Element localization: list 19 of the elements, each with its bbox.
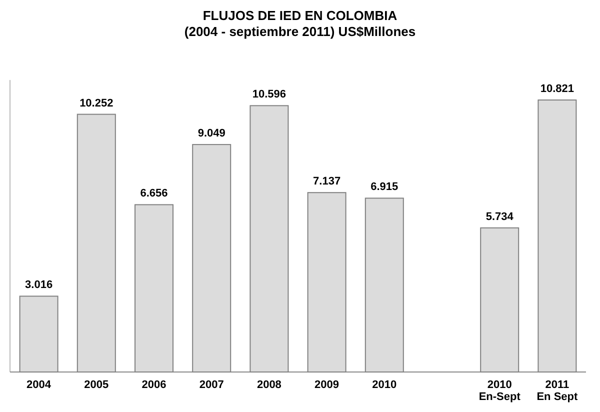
x-tick-label: 2009: [314, 379, 340, 391]
x-tick-label: 2010 En-Sept: [478, 379, 521, 403]
data-label: 10.821: [540, 83, 574, 95]
chart-title: FLUJOS DE IED EN COLOMBIA (2004 - septiembre 2011) US$Millones: [184, 8, 416, 39]
data-label: 10.596: [252, 88, 286, 101]
data-label: 6.656: [140, 188, 168, 200]
x-tick-label: 2005: [84, 379, 109, 391]
data-label: 7.137: [313, 176, 341, 188]
x-tick-label: 2010: [372, 379, 397, 391]
data-label: 5.734: [486, 210, 514, 223]
data-label: 6.915: [370, 181, 398, 194]
x-tick-label: 2011 En Sept: [536, 379, 578, 403]
data-label: 10.252: [80, 97, 114, 110]
x-tick-label: 2008: [256, 379, 282, 391]
data-label: 3.016: [25, 279, 53, 292]
x-tick-label: 2006: [142, 379, 166, 391]
x-tick-label: 2007: [199, 379, 224, 391]
data-label: 9.049: [198, 128, 226, 140]
x-tick-label: 2004: [26, 379, 52, 391]
